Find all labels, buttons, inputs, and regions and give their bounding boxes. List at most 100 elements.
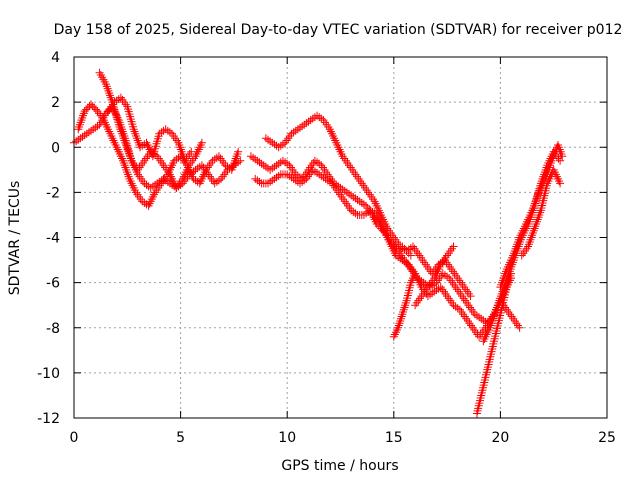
data-point <box>261 162 270 171</box>
y-tick-label: -4 <box>46 231 60 247</box>
data-point <box>313 158 322 167</box>
data-point <box>193 177 202 186</box>
data-point <box>76 134 85 143</box>
data-point <box>210 155 219 164</box>
data-point <box>477 314 486 323</box>
data-point <box>249 153 258 162</box>
data-point <box>142 200 151 209</box>
data-point <box>82 105 91 114</box>
y-tick-label: -10 <box>37 366 60 382</box>
data-point <box>212 153 221 162</box>
data-point <box>266 177 275 186</box>
data-point <box>264 179 273 188</box>
data-point <box>317 171 326 180</box>
data-point <box>140 179 149 188</box>
data-point <box>440 271 449 280</box>
y-axis-label: SDTVAR / TECUs <box>7 181 23 296</box>
data-point <box>274 171 283 180</box>
y-tick-label: -2 <box>46 185 60 201</box>
data-point <box>87 126 96 135</box>
data-point <box>342 188 351 197</box>
data-point <box>266 165 275 174</box>
data-point <box>72 137 81 146</box>
data-point <box>295 123 304 132</box>
data-point <box>355 197 364 206</box>
data-point <box>556 156 565 165</box>
data-point <box>266 137 275 146</box>
data-point <box>345 189 354 198</box>
data-point <box>313 111 322 120</box>
trace-9 <box>389 269 420 341</box>
trace-7 <box>261 111 475 301</box>
x-tick-label: 25 <box>598 430 616 446</box>
data-point <box>319 173 328 182</box>
data-point <box>251 174 260 183</box>
data-point <box>174 153 183 162</box>
x-tick-label: 15 <box>385 430 403 446</box>
data-point <box>310 156 319 165</box>
data-point <box>340 186 349 195</box>
data-point <box>136 143 145 152</box>
data-point <box>398 256 407 265</box>
data-point <box>210 179 219 188</box>
data-point <box>295 179 304 188</box>
data-point <box>80 107 89 116</box>
data-point <box>221 161 230 170</box>
data-point <box>366 206 375 215</box>
data-point <box>317 114 326 123</box>
data-point <box>470 310 479 319</box>
data-point <box>323 176 332 185</box>
data-point <box>270 162 279 171</box>
data-point <box>170 156 179 165</box>
data-point <box>90 103 99 112</box>
data-point <box>80 131 89 140</box>
data-point <box>349 192 358 201</box>
y-tick-label: -12 <box>37 411 60 427</box>
data-point <box>142 180 151 189</box>
data-point <box>357 198 366 207</box>
data-point <box>359 200 368 209</box>
data-point <box>449 301 458 310</box>
data-point <box>140 140 149 149</box>
x-tick-label: 20 <box>491 430 509 446</box>
data-point <box>283 170 292 179</box>
trace-2 <box>74 100 243 210</box>
trace-3 <box>95 68 206 192</box>
data-point <box>300 120 309 129</box>
data-point <box>308 165 317 174</box>
data-point <box>268 176 277 185</box>
data-point <box>161 125 170 134</box>
data-point <box>289 128 298 137</box>
data-point <box>391 251 400 260</box>
data-point <box>138 141 147 150</box>
data-point <box>347 191 356 200</box>
data-point <box>270 174 279 183</box>
data-point <box>315 170 324 179</box>
data-point <box>82 129 91 138</box>
data-point <box>289 174 298 183</box>
data-point <box>298 122 307 131</box>
y-tick-label: -8 <box>46 321 60 337</box>
data-point <box>315 159 324 168</box>
x-tick-label: 5 <box>176 430 185 446</box>
data-point <box>155 129 164 138</box>
data-point <box>208 156 217 165</box>
data-point <box>140 198 149 207</box>
data-point <box>402 259 411 268</box>
data-point <box>396 254 405 263</box>
trace-14 <box>517 165 565 260</box>
data-point <box>399 305 408 314</box>
data-point <box>274 159 283 168</box>
data-point <box>197 138 206 147</box>
data-point <box>325 177 334 186</box>
data-point <box>278 140 287 149</box>
data-point <box>451 302 460 311</box>
data-point <box>449 242 458 251</box>
y-tick-label: 2 <box>51 95 60 111</box>
data-point <box>272 173 281 182</box>
plot-frame <box>73 56 608 419</box>
data-point <box>234 147 243 156</box>
x-tick-label: 0 <box>70 430 79 446</box>
data-point <box>293 125 302 134</box>
